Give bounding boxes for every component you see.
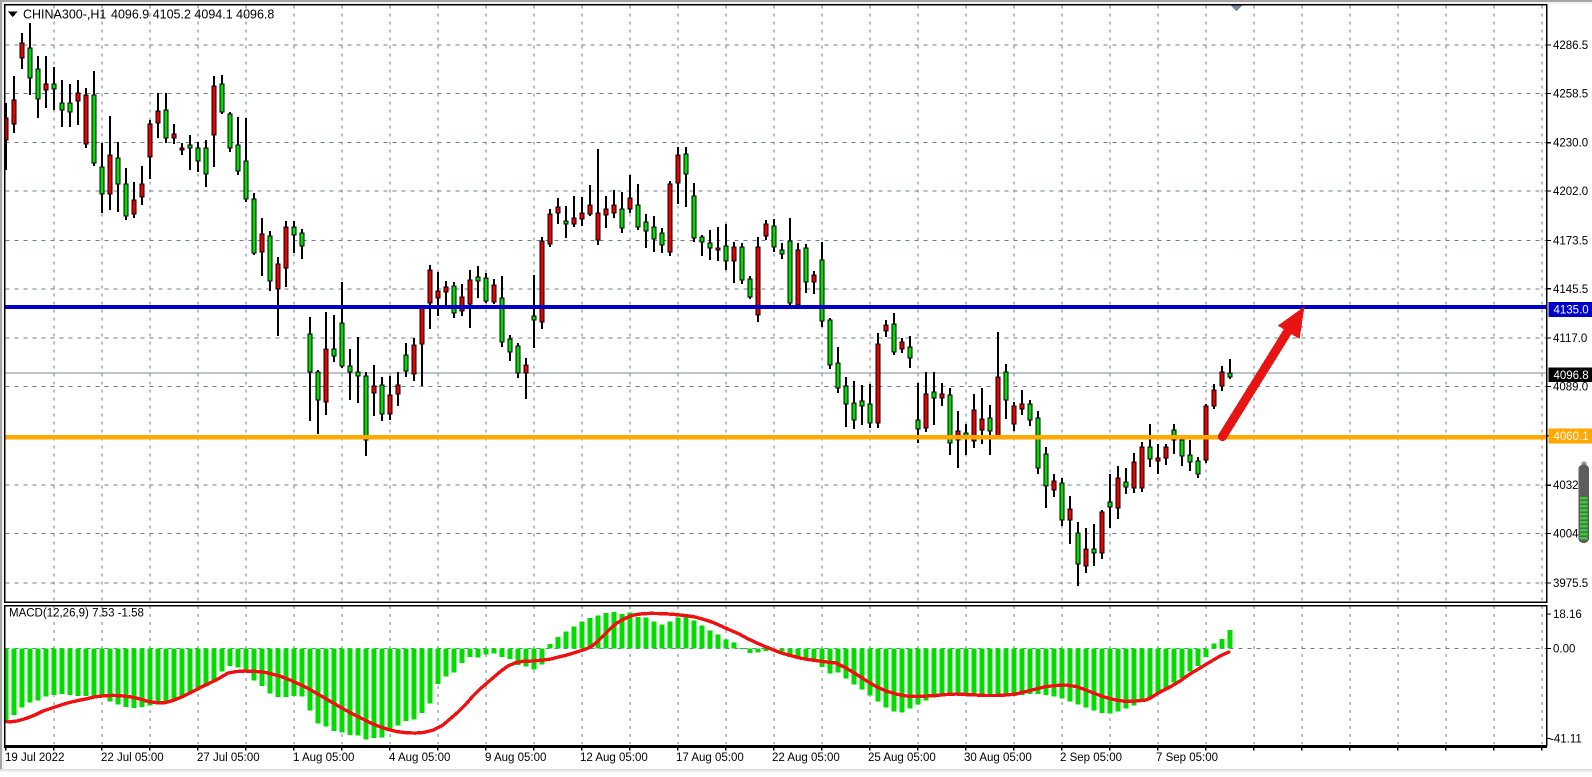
svg-text:4202.0: 4202.0 xyxy=(1553,186,1588,198)
svg-text:18.16: 18.16 xyxy=(1553,609,1582,621)
svg-text:4 Aug 05:00: 4 Aug 05:00 xyxy=(389,752,450,764)
svg-text:4135.0: 4135.0 xyxy=(1554,305,1589,317)
svg-text:-41.11: -41.11 xyxy=(1550,734,1582,746)
svg-text:4089.0: 4089.0 xyxy=(1553,382,1588,394)
svg-text:12 Aug 05:00: 12 Aug 05:00 xyxy=(580,752,648,764)
svg-text:22 Aug 05:00: 22 Aug 05:00 xyxy=(772,752,840,764)
svg-text:19 Jul 2022: 19 Jul 2022 xyxy=(5,752,64,764)
svg-text:CHINA300-,H1: CHINA300-,H1 xyxy=(23,8,106,22)
svg-text:4258.5: 4258.5 xyxy=(1553,88,1588,100)
svg-text:4096.8: 4096.8 xyxy=(1554,370,1589,382)
svg-text:1 Aug 05:00: 1 Aug 05:00 xyxy=(293,752,354,764)
svg-text:17 Aug 05:00: 17 Aug 05:00 xyxy=(676,752,744,764)
svg-text:4117.0: 4117.0 xyxy=(1553,333,1587,345)
svg-text:22 Jul 05:00: 22 Jul 05:00 xyxy=(101,752,164,764)
svg-text:4286.5: 4286.5 xyxy=(1553,40,1588,52)
svg-text:4173.5: 4173.5 xyxy=(1553,235,1588,247)
svg-text:7 Sep 05:00: 7 Sep 05:00 xyxy=(1156,752,1218,764)
svg-text:27 Jul 05:00: 27 Jul 05:00 xyxy=(197,752,260,764)
svg-text:4145.5: 4145.5 xyxy=(1553,284,1588,296)
svg-text:9 Aug 05:00: 9 Aug 05:00 xyxy=(485,752,546,764)
svg-text:30 Aug 05:00: 30 Aug 05:00 xyxy=(964,752,1032,764)
svg-text:25 Aug 05:00: 25 Aug 05:00 xyxy=(868,752,936,764)
svg-text:4230.0: 4230.0 xyxy=(1553,138,1588,150)
svg-text:2 Sep 05:00: 2 Sep 05:00 xyxy=(1060,752,1122,764)
svg-text:MACD(12,26,9) 7.53 -1.58: MACD(12,26,9) 7.53 -1.58 xyxy=(9,608,144,620)
svg-text:4060.1: 4060.1 xyxy=(1554,431,1589,443)
svg-text:4096.9 4105.2 4094.1 4096.8: 4096.9 4105.2 4094.1 4096.8 xyxy=(111,8,274,22)
svg-text:3975.5: 3975.5 xyxy=(1553,578,1588,590)
svg-text:0.00: 0.00 xyxy=(1553,644,1575,656)
